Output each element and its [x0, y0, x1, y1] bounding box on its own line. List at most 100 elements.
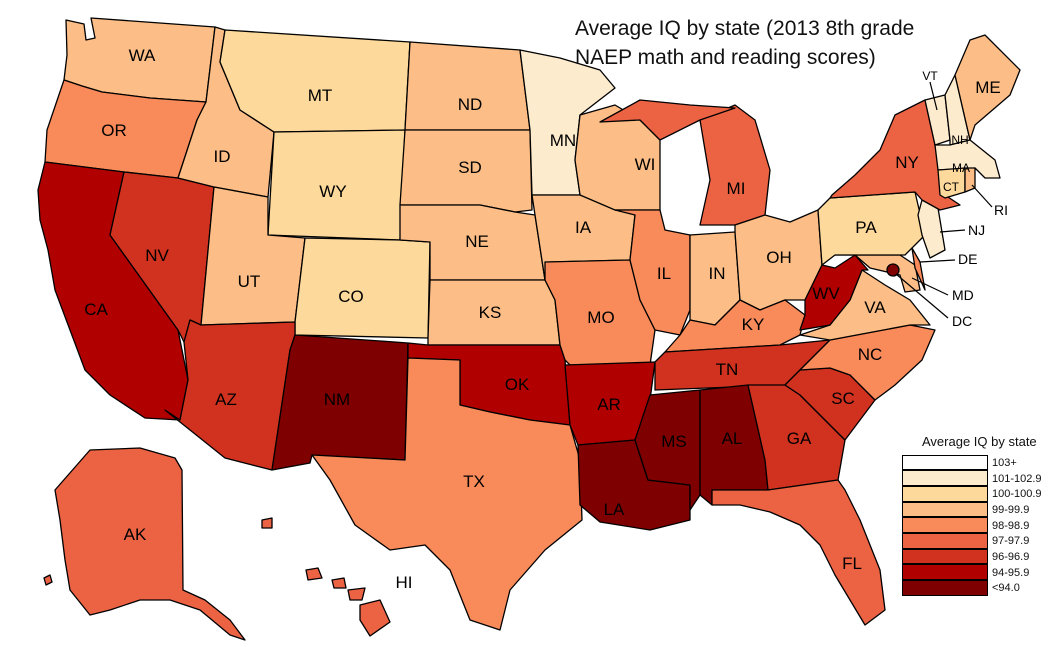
legend-label: <94.0 [992, 582, 1020, 595]
label-CT: CT [943, 180, 960, 194]
label-SC: SC [831, 389, 855, 408]
legend-label: 103+ [992, 456, 1017, 469]
legend-item: 100-100.9 [902, 485, 1054, 502]
label-DE: DE [958, 251, 977, 267]
map-title-line2: NAEP math and reading scores) [575, 46, 876, 69]
label-FL: FL [842, 554, 862, 573]
state-MD [834, 254, 921, 293]
state-FL [711, 479, 886, 626]
legend-label: 98-98.9 [992, 519, 1030, 532]
state-MI-UP [599, 99, 736, 141]
state-HI-1 [261, 517, 273, 529]
legend-label: 94-95.9 [992, 566, 1030, 579]
legend-swatch [902, 485, 988, 502]
label-OR: OR [101, 121, 127, 140]
state-DC [886, 263, 900, 277]
legend-swatch [902, 532, 988, 549]
label-NV: NV [145, 246, 169, 265]
label-RI: RI [994, 202, 1008, 218]
legend-item: 98-98.9 [902, 517, 1054, 534]
label-TX: TX [463, 472, 485, 491]
leader-VT [929, 81, 938, 111]
legend-label: 99-99.9 [992, 503, 1030, 516]
label-GA: GA [787, 429, 812, 448]
label-UT: UT [238, 272, 261, 291]
legend-title: Average IQ by state [922, 434, 1037, 449]
legend-swatch [902, 580, 988, 596]
state-HI-3 [331, 577, 347, 589]
label-NC: NC [858, 345, 883, 364]
legend-label: 96-96.9 [992, 550, 1030, 563]
map-title: Average IQ by state (2013 8th grade NAEP… [575, 14, 995, 72]
label-AL: AL [722, 429, 743, 448]
legend-item: 94-95.9 [902, 564, 1054, 581]
label-IA: IA [575, 218, 592, 237]
legend-item: <94.0 [902, 580, 1054, 597]
label-WA: WA [129, 46, 156, 65]
state-HI-5 [359, 599, 391, 637]
legend-label: 97-97.9 [992, 535, 1030, 548]
label-MA: MA [952, 161, 970, 175]
legend-item: 99-99.9 [902, 501, 1054, 518]
label-IL: IL [657, 264, 671, 283]
label-HI: HI [396, 573, 413, 592]
label-MS: MS [661, 432, 687, 451]
label-NY: NY [895, 153, 919, 172]
state-MI [699, 104, 771, 226]
legend-swatch [902, 517, 988, 533]
legend-rows: 103+ 101-102.9 100-100.9 99-99.9 98-98.9 97-9… [902, 454, 1054, 597]
legend-item: 101-102.9 [902, 470, 1054, 487]
legend-swatch [902, 501, 988, 518]
label-MO: MO [587, 308, 614, 327]
state-HI-2 [305, 567, 323, 581]
state-WV [799, 254, 869, 331]
legend-label: 100-100.9 [992, 488, 1042, 501]
state-ND [404, 41, 531, 131]
state-ME [954, 34, 1021, 141]
label-OK: OK [505, 375, 530, 394]
state-DE [911, 247, 926, 291]
label-KY: KY [742, 315, 765, 334]
label-NM: NM [324, 390, 350, 409]
state-AZ [164, 319, 296, 471]
label-MN: MN [550, 131, 576, 150]
label-ID: ID [214, 147, 231, 166]
label-WV: WV [812, 284, 840, 303]
label-PA: PA [855, 218, 877, 237]
state-HI-4 [347, 587, 366, 601]
leader-RI [971, 184, 993, 208]
legend-swatch [902, 564, 988, 580]
label-AR: AR [597, 395, 621, 414]
label-OH: OH [766, 248, 792, 267]
state-TX [311, 357, 583, 631]
legend-item: 103+ [902, 454, 1054, 471]
label-MD: MD [952, 287, 974, 303]
label-SD: SD [458, 158, 482, 177]
label-NH: NH [951, 133, 968, 147]
legend-item: 96-96.9 [902, 548, 1054, 565]
legend-label: 101-102.9 [992, 472, 1042, 485]
leader-MD [911, 277, 949, 296]
label-CA: CA [84, 300, 108, 319]
label-VT: VT [922, 69, 938, 83]
map-title-line1: Average IQ by state (2013 8th grade [575, 17, 915, 40]
label-KS: KS [479, 303, 502, 322]
label-TN: TN [716, 360, 739, 379]
label-NE: NE [465, 232, 489, 251]
label-AK: AK [124, 525, 147, 544]
label-AZ: AZ [215, 390, 237, 409]
legend-swatch [902, 548, 988, 565]
legend-swatch [902, 470, 988, 486]
label-NJ: NJ [968, 222, 985, 238]
label-WI: WI [635, 155, 656, 174]
state-AK-island-1 [43, 574, 53, 586]
legend: Average IQ by state 103+ 101-102.9 100-100… [902, 434, 1054, 596]
label-IN: IN [709, 264, 726, 283]
legend-item: 97-97.9 [902, 532, 1054, 549]
state-CT [937, 167, 966, 199]
state-AK [54, 447, 246, 641]
label-ME: ME [975, 78, 1001, 97]
label-WY: WY [319, 182, 346, 201]
label-VA: VA [864, 298, 886, 317]
label-DC: DC [952, 313, 972, 329]
